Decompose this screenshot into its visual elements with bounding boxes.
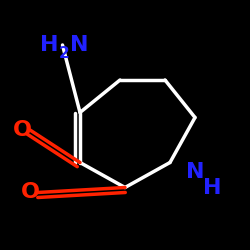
Text: 2: 2 xyxy=(58,46,69,61)
Text: O: O xyxy=(13,120,32,140)
Text: O: O xyxy=(20,182,40,203)
Text: H: H xyxy=(203,178,222,198)
Text: N: N xyxy=(70,35,88,55)
Text: N: N xyxy=(186,162,204,182)
Text: H: H xyxy=(40,35,58,55)
